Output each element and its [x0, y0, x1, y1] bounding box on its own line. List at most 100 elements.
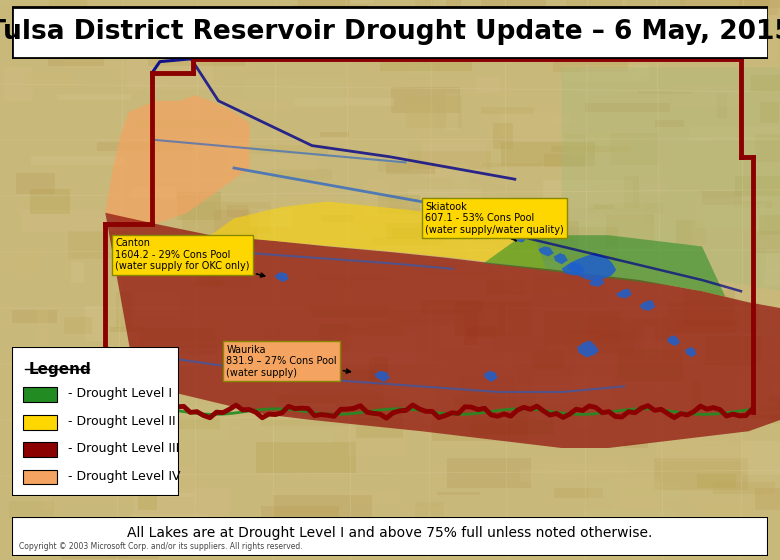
Bar	[655, 39, 675, 50]
Bar	[406, 66, 438, 74]
Bar	[124, 438, 140, 446]
Bar	[589, 483, 681, 502]
Polygon shape	[484, 235, 725, 297]
Bar	[147, 48, 246, 66]
Bar	[110, 326, 148, 333]
Polygon shape	[484, 371, 498, 382]
Bar	[563, 130, 631, 157]
Bar	[126, 54, 214, 88]
Bar	[466, 34, 483, 44]
Bar	[261, 506, 339, 517]
Bar	[449, 193, 497, 220]
Bar	[590, 530, 623, 534]
Bar	[158, 177, 256, 183]
Bar	[778, 24, 780, 58]
Bar	[551, 147, 631, 152]
Bar	[64, 318, 92, 334]
Bar	[576, 412, 594, 426]
Polygon shape	[640, 300, 655, 311]
Bar	[533, 274, 608, 307]
Bar	[329, 353, 427, 362]
Bar	[407, 105, 435, 129]
Bar	[700, 498, 757, 515]
Bar	[486, 280, 526, 295]
Bar	[366, 323, 399, 328]
Bar	[264, 328, 280, 349]
Bar	[126, 54, 190, 57]
Bar	[227, 205, 248, 217]
Bar	[482, 164, 542, 167]
Bar	[321, 215, 354, 222]
Bar	[318, 324, 351, 351]
Polygon shape	[562, 67, 780, 291]
Bar	[585, 318, 670, 340]
Bar	[626, 0, 686, 12]
Bar	[773, 300, 780, 329]
Polygon shape	[538, 246, 554, 256]
Bar	[477, 390, 538, 398]
Bar	[61, 556, 159, 559]
Bar	[695, 198, 766, 227]
Bar	[23, 388, 57, 402]
Text: Skiatook
607.1 - 53% Cons Pool
(water supply/water quality): Skiatook 607.1 - 53% Cons Pool (water su…	[425, 202, 564, 241]
Bar	[140, 328, 217, 355]
Bar	[553, 43, 628, 72]
Text: All Lakes are at Drought Level I and above 75% full unless noted otherwise.: All Lakes are at Drought Level I and abo…	[127, 526, 653, 540]
Bar	[742, 441, 780, 475]
Bar	[638, 58, 647, 78]
Bar	[100, 384, 110, 402]
Bar	[256, 442, 356, 473]
Bar	[103, 30, 176, 55]
Bar	[721, 0, 780, 16]
Bar	[575, 219, 649, 254]
Bar	[606, 214, 654, 248]
Bar	[714, 306, 744, 312]
Bar	[739, 0, 780, 8]
Bar	[589, 203, 663, 213]
Bar	[209, 272, 252, 288]
Bar	[118, 244, 190, 276]
Bar	[9, 501, 54, 520]
Bar	[305, 403, 357, 407]
Bar	[23, 470, 57, 484]
Bar	[717, 93, 727, 118]
Bar	[731, 520, 750, 538]
Polygon shape	[577, 340, 599, 357]
Bar	[95, 348, 188, 361]
Bar	[625, 442, 648, 448]
Bar	[370, 237, 444, 245]
Bar	[23, 442, 57, 457]
Bar	[642, 4, 718, 28]
Bar	[583, 509, 675, 540]
Bar	[586, 103, 671, 112]
Bar	[107, 33, 197, 56]
Bar	[437, 492, 480, 495]
Bar	[568, 330, 635, 354]
Bar	[386, 164, 435, 175]
Bar	[551, 114, 573, 124]
Bar	[250, 145, 328, 155]
Bar	[458, 530, 551, 542]
Bar	[502, 323, 512, 331]
Polygon shape	[509, 233, 526, 242]
Bar	[657, 425, 703, 451]
Bar	[332, 330, 374, 366]
Bar	[731, 146, 759, 150]
Bar	[555, 488, 603, 498]
Bar	[580, 68, 629, 72]
Bar	[292, 4, 368, 27]
Bar	[97, 142, 193, 151]
Bar	[378, 195, 420, 214]
Bar	[655, 120, 685, 127]
Bar	[356, 201, 411, 222]
Bar	[638, 91, 693, 94]
Bar	[332, 278, 356, 307]
Bar	[195, 250, 223, 286]
Text: Legend: Legend	[28, 362, 91, 377]
Bar	[626, 541, 665, 557]
Bar	[13, 249, 42, 273]
Bar	[126, 15, 209, 39]
Polygon shape	[374, 371, 390, 382]
Bar	[689, 127, 780, 141]
Bar	[676, 320, 736, 332]
